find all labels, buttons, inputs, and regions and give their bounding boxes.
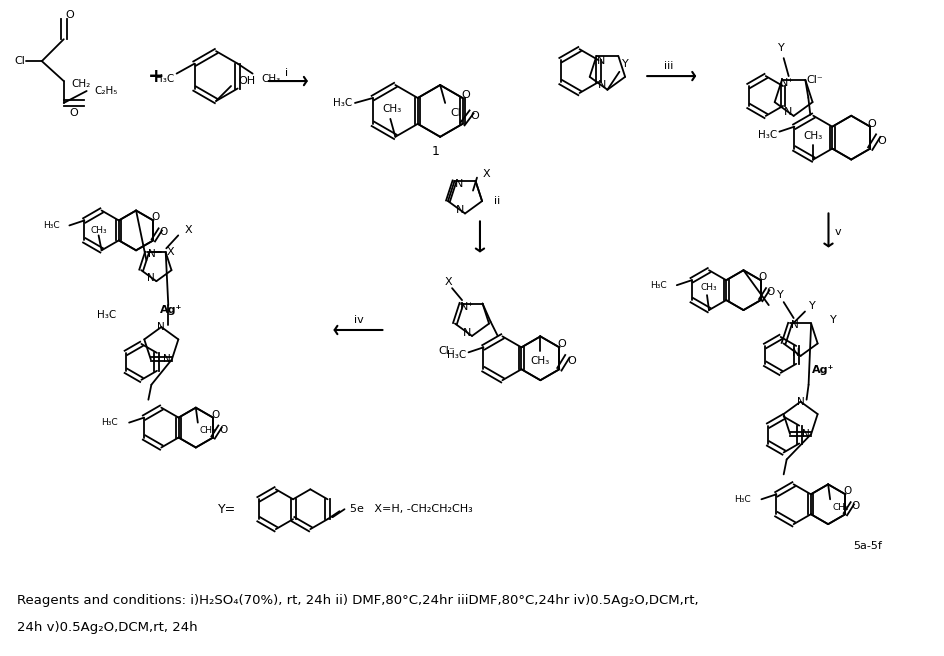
Text: +: + bbox=[148, 66, 164, 85]
Text: O: O bbox=[159, 228, 167, 237]
Text: CH₃: CH₃ bbox=[531, 356, 549, 366]
Text: 5e   X=H, -CH₂CH₂CH₃: 5e X=H, -CH₂CH₂CH₃ bbox=[349, 504, 472, 514]
Text: O: O bbox=[65, 10, 74, 20]
Text: CH₃: CH₃ bbox=[261, 73, 280, 83]
Text: 1: 1 bbox=[430, 145, 439, 158]
Text: Reagents and conditions: i)H₂SO₄(70%), rt, 24h ii) DMF,80°C,24hr iiiDMF,80°C,24h: Reagents and conditions: i)H₂SO₄(70%), r… bbox=[17, 594, 698, 607]
Text: Cl: Cl bbox=[449, 108, 461, 118]
Text: X: X bbox=[445, 277, 452, 287]
Text: X: X bbox=[482, 169, 490, 178]
Text: O: O bbox=[566, 356, 575, 366]
Text: N: N bbox=[455, 179, 464, 189]
Text: Y: Y bbox=[621, 59, 628, 69]
Text: CH₃: CH₃ bbox=[382, 104, 401, 114]
Text: H₃C: H₃C bbox=[42, 221, 59, 230]
Text: H₃C: H₃C bbox=[733, 495, 750, 504]
Text: Ag⁺: Ag⁺ bbox=[812, 365, 834, 375]
Text: H₃C: H₃C bbox=[97, 310, 116, 320]
Text: iv: iv bbox=[353, 315, 363, 325]
Text: Y: Y bbox=[808, 300, 815, 310]
Text: O: O bbox=[211, 409, 219, 420]
Text: Ag⁺: Ag⁺ bbox=[160, 305, 182, 315]
Text: N: N bbox=[791, 348, 799, 358]
Text: N: N bbox=[455, 205, 464, 216]
Text: N⁺: N⁺ bbox=[460, 302, 474, 312]
Text: v: v bbox=[834, 228, 841, 237]
Text: O: O bbox=[766, 287, 774, 297]
Text: O: O bbox=[877, 136, 885, 146]
Text: O: O bbox=[69, 108, 78, 118]
Text: CH₂: CH₂ bbox=[72, 79, 91, 89]
Text: N: N bbox=[597, 56, 605, 66]
Text: CH₃: CH₃ bbox=[199, 426, 216, 435]
Text: H₃C: H₃C bbox=[155, 73, 174, 83]
Text: O: O bbox=[219, 424, 227, 434]
Text: CH₃: CH₃ bbox=[91, 226, 107, 236]
Text: Y: Y bbox=[777, 290, 784, 300]
Text: O: O bbox=[758, 272, 766, 282]
Text: CH₃: CH₃ bbox=[700, 283, 716, 292]
Text: N: N bbox=[801, 429, 809, 439]
Text: N: N bbox=[147, 273, 155, 283]
Text: 5a-5f: 5a-5f bbox=[852, 541, 881, 551]
Text: i: i bbox=[285, 68, 288, 78]
Text: Y=: Y= bbox=[217, 502, 236, 516]
Text: N⁺: N⁺ bbox=[779, 78, 793, 88]
Text: N: N bbox=[783, 107, 791, 117]
Text: C₂H₅: C₂H₅ bbox=[94, 86, 118, 96]
Text: H₃C: H₃C bbox=[649, 281, 666, 290]
Text: Y: Y bbox=[778, 43, 784, 53]
Text: Cl⁻: Cl⁻ bbox=[438, 346, 455, 356]
Text: N: N bbox=[796, 397, 803, 407]
Text: O: O bbox=[867, 119, 876, 129]
Text: O: O bbox=[851, 501, 858, 511]
Text: OH: OH bbox=[238, 76, 255, 86]
Text: O: O bbox=[556, 339, 565, 350]
Text: N: N bbox=[158, 322, 165, 332]
Text: O: O bbox=[151, 213, 160, 222]
Text: N: N bbox=[148, 249, 156, 259]
Text: H₃C: H₃C bbox=[757, 130, 776, 140]
Text: iii: iii bbox=[664, 61, 673, 71]
Text: ii: ii bbox=[494, 195, 499, 205]
Text: H₃C: H₃C bbox=[333, 98, 352, 108]
Text: H₃C: H₃C bbox=[101, 418, 118, 427]
Text: O: O bbox=[470, 111, 479, 121]
Text: Cl⁻: Cl⁻ bbox=[806, 75, 823, 85]
Text: N: N bbox=[162, 354, 171, 364]
Text: O: O bbox=[461, 90, 469, 100]
Text: N: N bbox=[463, 328, 471, 338]
Text: Cl: Cl bbox=[14, 56, 25, 66]
Text: N: N bbox=[598, 80, 606, 90]
Text: X: X bbox=[184, 226, 192, 236]
Text: CH₃: CH₃ bbox=[832, 502, 848, 512]
Text: O: O bbox=[842, 486, 851, 497]
Text: N: N bbox=[790, 320, 798, 331]
Text: 24h v)0.5Ag₂O,DCM,rt, 24h: 24h v)0.5Ag₂O,DCM,rt, 24h bbox=[17, 621, 197, 634]
Text: H₃C: H₃C bbox=[447, 350, 465, 360]
Text: X: X bbox=[167, 247, 175, 257]
Text: CH₃: CH₃ bbox=[802, 131, 822, 140]
Text: Y: Y bbox=[830, 315, 836, 325]
